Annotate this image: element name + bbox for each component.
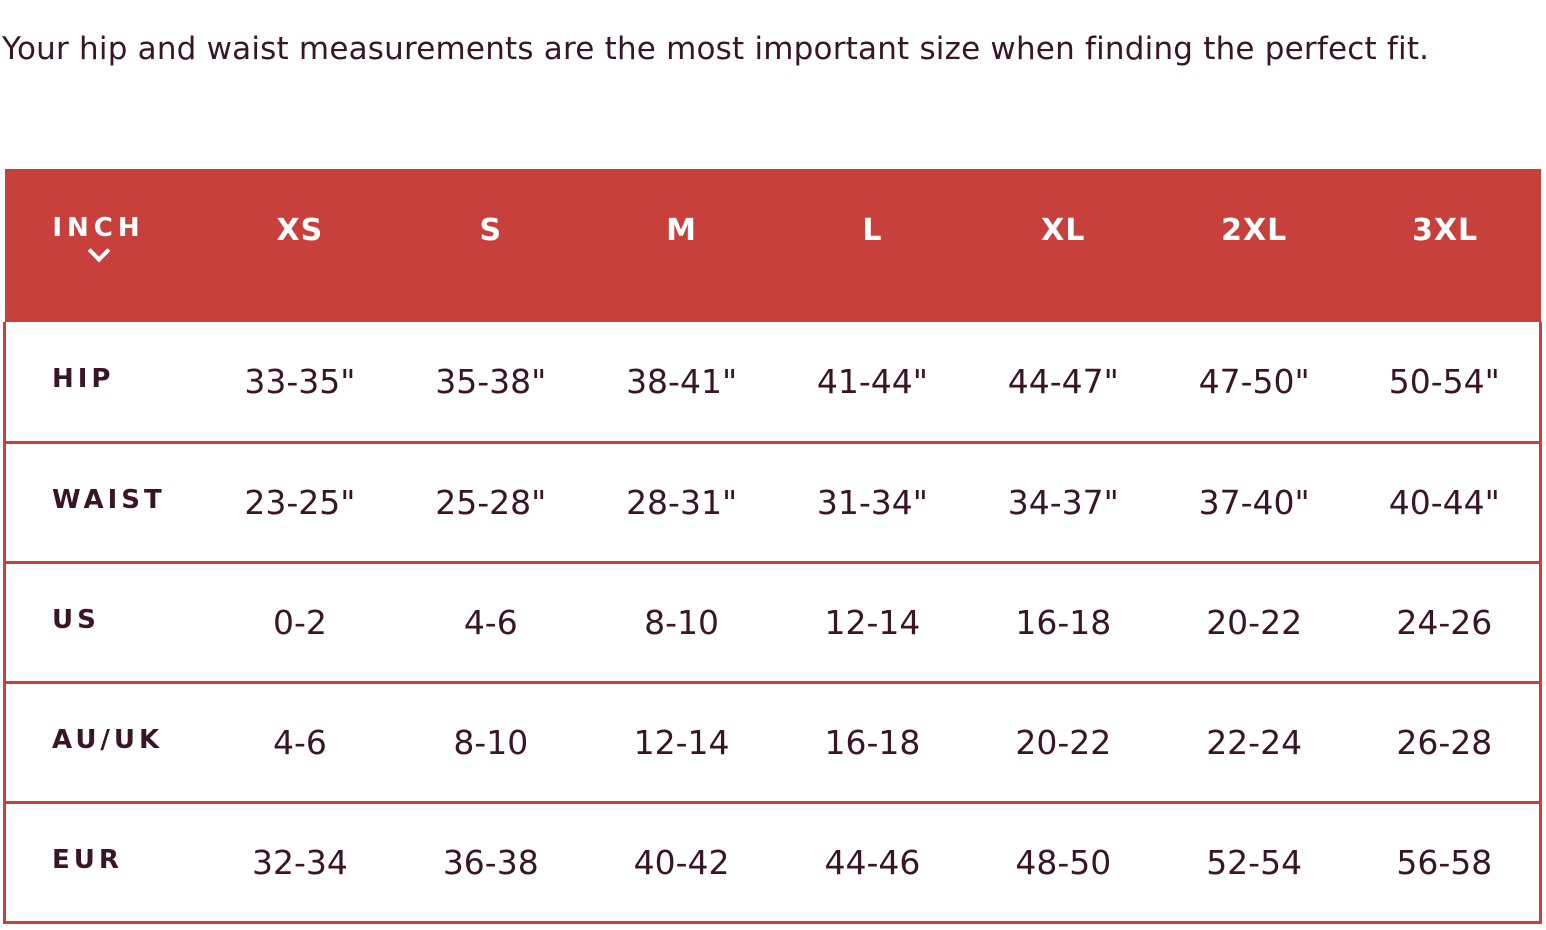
table-cell: 23-25" — [244, 482, 356, 522]
table-cell: 41-44" — [816, 361, 928, 401]
size-header-xs: XS — [276, 213, 324, 248]
table-cell: 37-40" — [1198, 482, 1310, 522]
unit-selector-dropdown[interactable]: INCH — [52, 213, 145, 263]
size-guide-intro: Your hip and waist measurements are the … — [2, 31, 1430, 67]
table-cell: 47-50" — [1198, 361, 1310, 401]
table-cell: 25-28" — [435, 482, 547, 522]
table-cell: 8-10 — [644, 602, 720, 642]
row-label-eur: EUR — [52, 844, 123, 875]
table-cell: 22-24 — [1206, 722, 1303, 762]
size-header-2xl: 2XL — [1221, 213, 1288, 248]
table-cell: 56-58 — [1396, 842, 1493, 882]
table-cell: 28-31" — [626, 482, 738, 522]
size-header-row: INCH XS S M L XL 2XL 3XL — [4, 169, 1541, 322]
table-cell: 40-42 — [633, 842, 730, 882]
table-row-eur: EUR 32-34 36-38 40-42 44-46 48-50 52-54 … — [4, 802, 1541, 922]
table-row-hip: HIP 33-35" 35-38" 38-41" 41-44" 44-47" 4… — [4, 322, 1541, 442]
row-label-waist: WAIST — [52, 484, 166, 515]
size-header-l: L — [862, 213, 883, 248]
table-row-us: US 0-2 4-6 8-10 12-14 16-18 20-22 24-26 — [4, 562, 1541, 682]
table-cell: 32-34 — [251, 842, 348, 882]
table-cell: 34-37" — [1007, 482, 1119, 522]
table-cell: 4-6 — [463, 602, 518, 642]
table-row-au-uk: AU/UK 4-6 8-10 12-14 16-18 20-22 22-24 2… — [4, 682, 1541, 802]
row-label-hip: HIP — [52, 363, 115, 394]
size-header-s: S — [479, 213, 503, 248]
size-chart-table: INCH XS S M L XL 2XL 3XL HIP 33-35" 35-3… — [3, 169, 1542, 924]
table-cell: 20-22 — [1206, 602, 1303, 642]
table-cell: 26-28 — [1396, 722, 1493, 762]
size-header-m: M — [666, 213, 698, 248]
table-cell: 20-22 — [1015, 722, 1112, 762]
table-cell: 52-54 — [1206, 842, 1303, 882]
table-cell: 40-44" — [1388, 482, 1500, 522]
table-cell: 31-34" — [816, 482, 928, 522]
table-cell: 33-35" — [244, 361, 356, 401]
row-label-us: US — [52, 604, 100, 635]
table-row-waist: WAIST 23-25" 25-28" 28-31" 31-34" 34-37"… — [4, 442, 1541, 562]
table-cell: 0-2 — [272, 602, 327, 642]
table-cell: 50-54" — [1388, 361, 1500, 401]
table-cell: 16-18 — [1015, 602, 1112, 642]
table-cell: 48-50 — [1015, 842, 1112, 882]
table-cell: 4-6 — [272, 722, 327, 762]
unit-selector-label: INCH — [52, 213, 145, 243]
table-cell: 38-41" — [626, 361, 738, 401]
table-cell: 44-46 — [824, 842, 921, 882]
table-cell: 35-38" — [435, 361, 547, 401]
table-cell: 12-14 — [824, 602, 921, 642]
unit-header-cell: INCH — [5, 169, 205, 322]
row-label-au-uk: AU/UK — [52, 724, 164, 755]
table-cell: 8-10 — [453, 722, 529, 762]
table-cell: 24-26 — [1396, 602, 1493, 642]
table-cell: 44-47" — [1007, 361, 1119, 401]
size-header-3xl: 3XL — [1411, 213, 1479, 248]
table-cell: 36-38 — [442, 842, 539, 882]
size-header-xl: XL — [1041, 213, 1086, 248]
chevron-down-icon — [87, 239, 110, 263]
table-cell: 16-18 — [824, 722, 921, 762]
table-cell: 12-14 — [633, 722, 730, 762]
